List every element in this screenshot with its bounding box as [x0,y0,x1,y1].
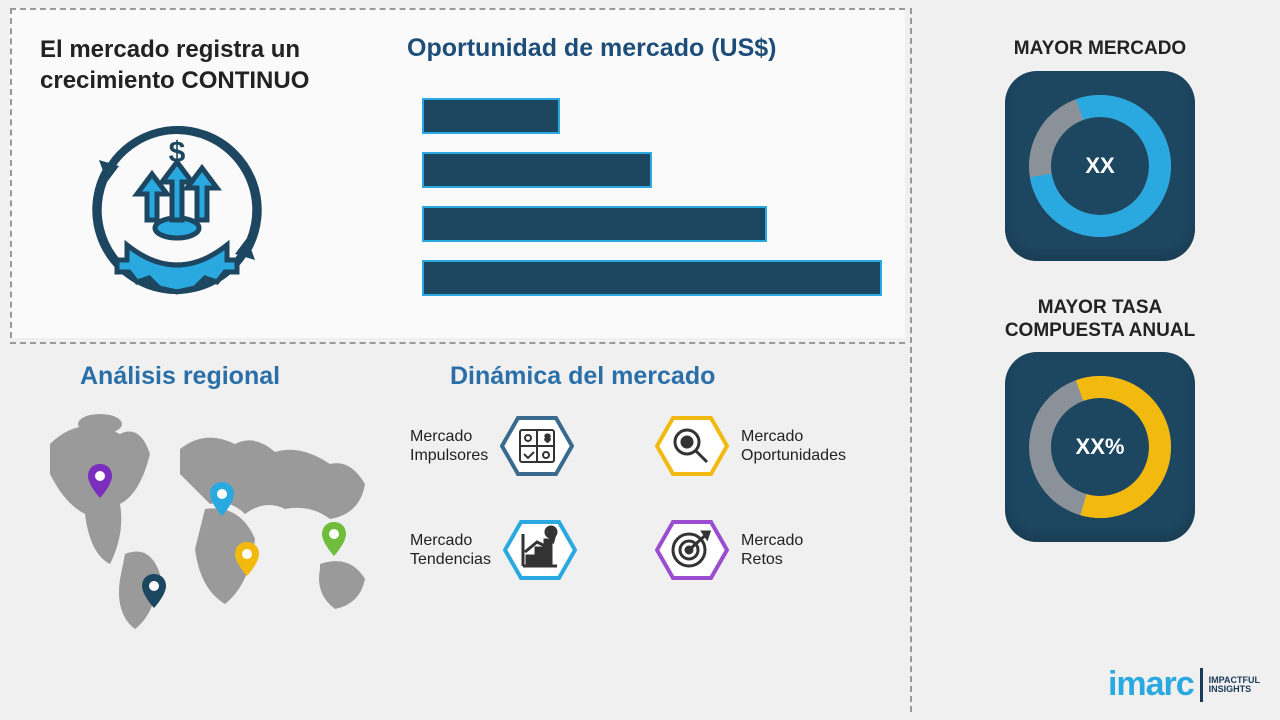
opportunity-bar [422,206,767,242]
hexagon-icon: $ [503,518,577,582]
largest-market-title: MAYOR MERCADO [930,38,1270,61]
highest-cagr-title-line2: COMPUESTA ANUAL [1005,320,1195,341]
logo-tagline-line2: INSIGHTS [1209,685,1260,694]
logo-tagline: IMPACTFUL INSIGHTS [1209,676,1260,694]
hexagon-icon [655,518,729,582]
map-pin-icon [142,574,166,613]
top-panel: El mercado registra un crecimiento CONTI… [10,8,905,338]
dynamics-label: MercadoOportunidades [741,427,846,465]
regional-title: Análisis regional [80,362,280,391]
bottom-panel: Análisis regional Dinámica del mercado $… [10,342,905,712]
dynamics-item: MercadoRetos [655,518,890,582]
dynamics-title: Dinámica del mercado [450,362,715,391]
growth-title-line1: El mercado registra un [40,36,300,63]
opportunity-bar [422,260,882,296]
map-pin-icon [210,482,234,521]
largest-market-tile: XX [1005,71,1195,261]
brand-logo: imarc IMPACTFUL INSIGHTS [1108,665,1260,704]
largest-market-block: MAYOR MERCADO XX [930,38,1270,261]
dynamics-label: MercadoImpulsores [410,427,488,465]
map-pin-icon [88,464,112,503]
hexagon-icon: $ [500,414,574,478]
vertical-divider [910,8,912,712]
svg-text:$: $ [549,528,554,537]
growth-title-line2: crecimiento CONTINUO [40,67,309,94]
main-area: El mercado registra un crecimiento CONTI… [10,8,905,712]
dynamics-label: MercadoTendencias [410,531,491,569]
dynamics-label: MercadoRetos [741,531,803,569]
dynamics-item: $ MercadoOportunidades [655,414,890,478]
svg-text:$: $ [545,433,550,443]
highest-cagr-value: XX% [1076,434,1125,460]
opportunity-bar [422,152,652,188]
dynamics-item: $ MercadoImpulsores [410,414,645,478]
map-pin-icon [322,522,346,561]
right-column: MAYOR MERCADO XX MAYOR TASA COMPUESTA AN… [930,8,1270,712]
highest-cagr-block: MAYOR TASA COMPUESTA ANUAL XX% [930,297,1270,543]
dynamics-item: $ MercadoTendencias [410,518,645,582]
growth-title: El mercado registra un crecimiento CONTI… [40,34,380,96]
highest-cagr-tile: XX% [1005,352,1195,542]
opportunity-title: Oportunidad de mercado (US$) [407,34,776,63]
opportunity-bar [422,98,560,134]
logo-text: imarc [1108,665,1194,704]
growth-icon: $ [77,110,277,310]
largest-market-value: XX [1085,153,1114,179]
map-pin-icon [235,542,259,581]
highest-cagr-title-line1: MAYOR TASA [1038,297,1163,318]
opportunity-bar-chart [422,98,882,314]
highest-cagr-title: MAYOR TASA COMPUESTA ANUAL [930,297,1270,343]
dynamics-grid: $MercadoImpulsores$MercadoOportunidades$… [410,414,890,582]
hexagon-icon: $ [655,414,729,478]
world-map [30,404,390,644]
svg-text:$: $ [684,438,689,448]
logo-divider [1200,668,1203,702]
